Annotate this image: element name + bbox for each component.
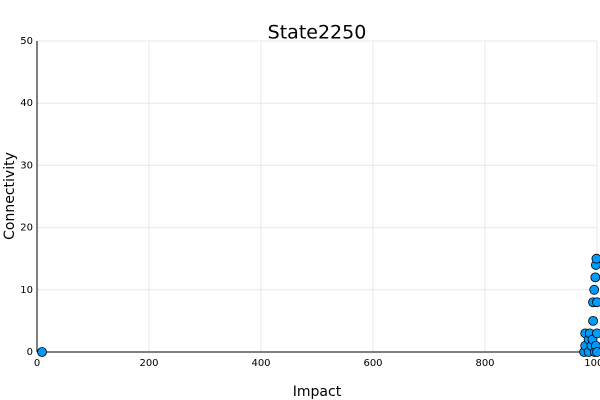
x-axis-label: Impact xyxy=(293,384,342,400)
x-tick-label: 600 xyxy=(363,358,382,369)
point xyxy=(588,315,598,326)
y-tick-label: 0 xyxy=(27,347,33,358)
chart-title: State2250 xyxy=(268,22,367,44)
point xyxy=(591,253,600,264)
point xyxy=(592,297,600,308)
y-axis-label: Connectivity xyxy=(2,152,18,240)
y-tick-label: 20 xyxy=(20,223,33,234)
y-tick-label: 50 xyxy=(20,36,33,47)
x-tick-label: 1000 xyxy=(584,358,600,369)
point xyxy=(590,272,600,283)
x-tick-label: 200 xyxy=(139,358,158,369)
x-tick-label: 400 xyxy=(251,358,270,369)
x-tick-label: 0 xyxy=(34,358,40,369)
point xyxy=(592,328,600,339)
x-tick-label: 800 xyxy=(475,358,494,369)
y-tick-label: 10 xyxy=(20,285,33,296)
y-tick-label: 40 xyxy=(20,98,33,109)
point xyxy=(589,284,600,295)
point xyxy=(37,347,47,357)
point xyxy=(592,347,600,357)
y-tick-label: 30 xyxy=(20,160,33,171)
